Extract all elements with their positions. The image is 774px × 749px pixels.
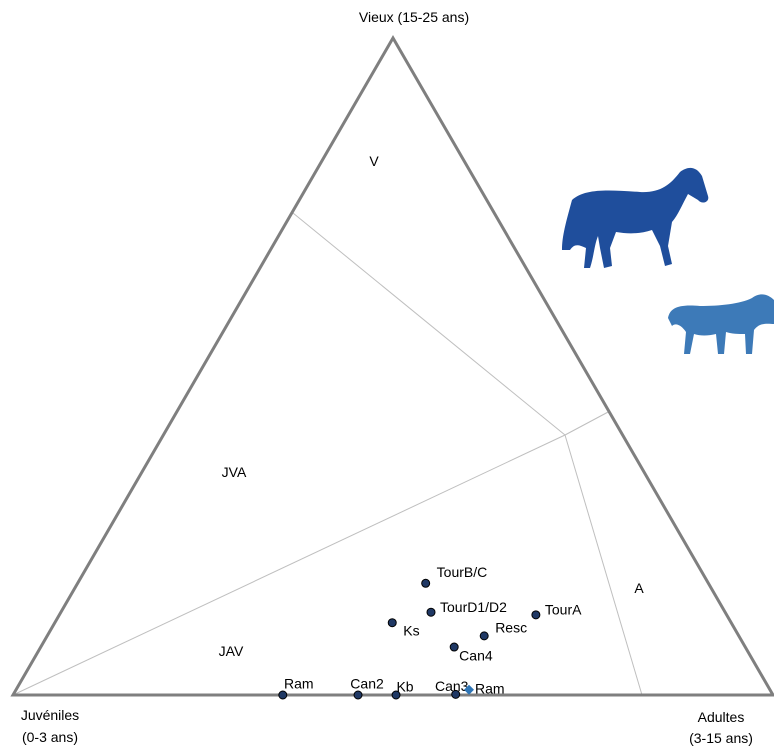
zone-label: JVA — [222, 464, 247, 480]
zone-label: A — [634, 580, 644, 596]
point-label: Resc — [495, 620, 527, 636]
right-axis-label: (3-15 ans) — [689, 730, 753, 746]
horse-icon — [562, 167, 709, 268]
data-point — [391, 690, 401, 700]
data-point — [451, 689, 461, 699]
point-label: Kb — [396, 679, 413, 695]
point-label: Can2 — [350, 676, 384, 692]
left-axis-label: (0-3 ans) — [22, 729, 78, 745]
data-point — [479, 631, 489, 641]
data-point — [531, 610, 541, 620]
point-label: TourA — [545, 602, 582, 618]
zone-boundary — [564, 410, 611, 436]
point-label: Can3 — [435, 678, 469, 694]
point-label: TourB/C — [437, 564, 488, 580]
data-point — [278, 690, 288, 700]
data-point — [464, 684, 474, 695]
zone-label: JAV — [219, 643, 244, 659]
data-point — [426, 607, 436, 617]
zone-boundary — [564, 434, 643, 696]
donkey-icon — [668, 294, 774, 354]
data-point — [449, 642, 459, 652]
triangle-outline — [10, 35, 774, 697]
zone-boundary — [12, 434, 566, 696]
top-axis-label: Vieux (15-25 ans) — [359, 9, 469, 25]
point-label: Ks — [403, 622, 419, 638]
zone-boundaries — [12, 212, 643, 696]
data-point — [353, 690, 363, 700]
point-label: Ram — [475, 680, 505, 696]
right-axis-label: Adultes — [698, 709, 745, 725]
data-point — [387, 618, 397, 628]
point-label: Ram — [284, 676, 314, 692]
data-point — [421, 578, 431, 588]
zone-boundary — [292, 212, 566, 436]
point-label: TourD1/D2 — [440, 599, 507, 615]
point-label: Can4 — [459, 648, 493, 664]
left-axis-label: Juvéniles — [21, 707, 79, 723]
zone-label: V — [369, 153, 379, 169]
